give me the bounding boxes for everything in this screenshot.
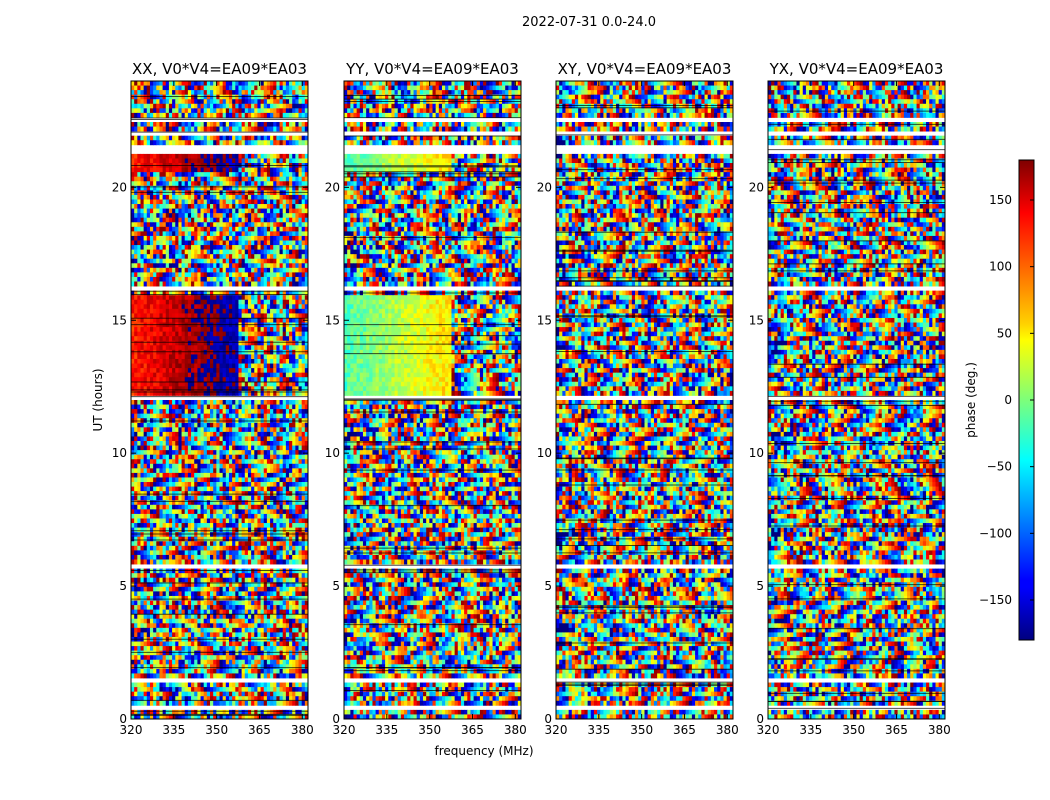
phase-cells	[131, 81, 308, 719]
colorbar-tick-label: 50	[997, 326, 1012, 340]
x-axis-label: frequency (MHz)	[434, 744, 533, 758]
colorbar-tick-label: 150	[989, 193, 1012, 207]
x-tick-label: 380	[291, 723, 314, 737]
plot-frame	[343, 80, 522, 720]
y-tick-label: 10	[537, 446, 552, 460]
y-tick-label: 5	[119, 579, 127, 593]
phase-cells	[344, 81, 521, 719]
y-tick-label: 15	[537, 313, 552, 327]
panel-title: XX, V0*V4=EA09*EA03	[132, 60, 307, 78]
y-tick-label: 15	[325, 313, 340, 327]
colorbar-ticks: 150 100 50 0 −50 −100 −150	[979, 193, 1034, 607]
panel-title: YY, V0*V4=EA09*EA03	[345, 60, 519, 78]
colorbar-label: phase (deg.)	[964, 362, 978, 438]
x-tick-label: 380	[504, 723, 527, 737]
x-tick-label: 350	[205, 723, 228, 737]
x-tick-label: 350	[630, 723, 653, 737]
x-tick-label: 350	[842, 723, 865, 737]
x-tick-label: 380	[928, 723, 951, 737]
y-tick-label: 10	[749, 446, 764, 460]
y-tick-label: 5	[544, 579, 552, 593]
colorbar-tick-label: −150	[979, 593, 1012, 607]
x-tick-label: 320	[120, 723, 143, 737]
y-tick-label: 0	[119, 712, 127, 726]
panel-1: XX, V0*V4=EA09*EA03 320 335 350 365 380 0 5 10 15…	[112, 60, 314, 737]
plot-frame	[555, 80, 734, 720]
colorbar-tick-label: 0	[1004, 393, 1012, 407]
y-tick-label: 20	[749, 180, 764, 194]
y-tick-label: 20	[112, 180, 127, 194]
x-tick-label: 350	[418, 723, 441, 737]
y-tick-label: 0	[332, 712, 340, 726]
y-tick-label: 5	[332, 579, 340, 593]
y-axis-label: UT (hours)	[91, 368, 105, 431]
phase-cells	[556, 81, 733, 719]
x-tick-label: 335	[162, 723, 185, 737]
phase-cells	[768, 81, 945, 719]
plot-frame	[130, 80, 309, 720]
plot-frame	[767, 80, 946, 720]
x-tick-label: 335	[587, 723, 610, 737]
panel-title: YX, V0*V4=EA09*EA03	[769, 60, 944, 78]
y-tick-label: 20	[325, 180, 340, 194]
x-tick-label: 380	[716, 723, 739, 737]
panel-3: XY, V0*V4=EA09*EA03 320 335 350 365 380 0 5 10 15…	[537, 60, 739, 737]
x-tick-label: 365	[461, 723, 484, 737]
x-tick-label: 320	[757, 723, 780, 737]
figure-title: 2022-07-31 0.0-24.0	[522, 15, 656, 30]
y-tick-label: 20	[537, 180, 552, 194]
panels: XX, V0*V4=EA09*EA03 320 335 350 365 380 0 5 10 15…	[112, 60, 951, 737]
colorbar-tick-label: −50	[987, 460, 1012, 474]
x-tick-label: 320	[333, 723, 356, 737]
x-tick-label: 365	[248, 723, 271, 737]
x-tick-label: 365	[673, 723, 696, 737]
y-tick-label: 10	[325, 446, 340, 460]
y-tick-label: 15	[749, 313, 764, 327]
colorbar-tick-label: 100	[989, 260, 1012, 274]
colorbar-tick-label: −100	[979, 526, 1012, 540]
x-tick-label: 335	[375, 723, 398, 737]
y-tick-label: 5	[756, 579, 764, 593]
panel-4: YX, V0*V4=EA09*EA03 320 335 350 365 380 0 5 10 15…	[749, 60, 951, 737]
panel-title: XY, V0*V4=EA09*EA03	[558, 60, 732, 78]
panel-2: YY, V0*V4=EA09*EA03 320 335 350 365 380 0 5 10 15…	[325, 60, 527, 737]
y-tick-label: 15	[112, 313, 127, 327]
x-tick-label: 335	[799, 723, 822, 737]
x-tick-label: 365	[885, 723, 908, 737]
x-tick-label: 320	[545, 723, 568, 737]
y-tick-label: 0	[756, 712, 764, 726]
y-tick-label: 0	[544, 712, 552, 726]
y-tick-label: 10	[112, 446, 127, 460]
